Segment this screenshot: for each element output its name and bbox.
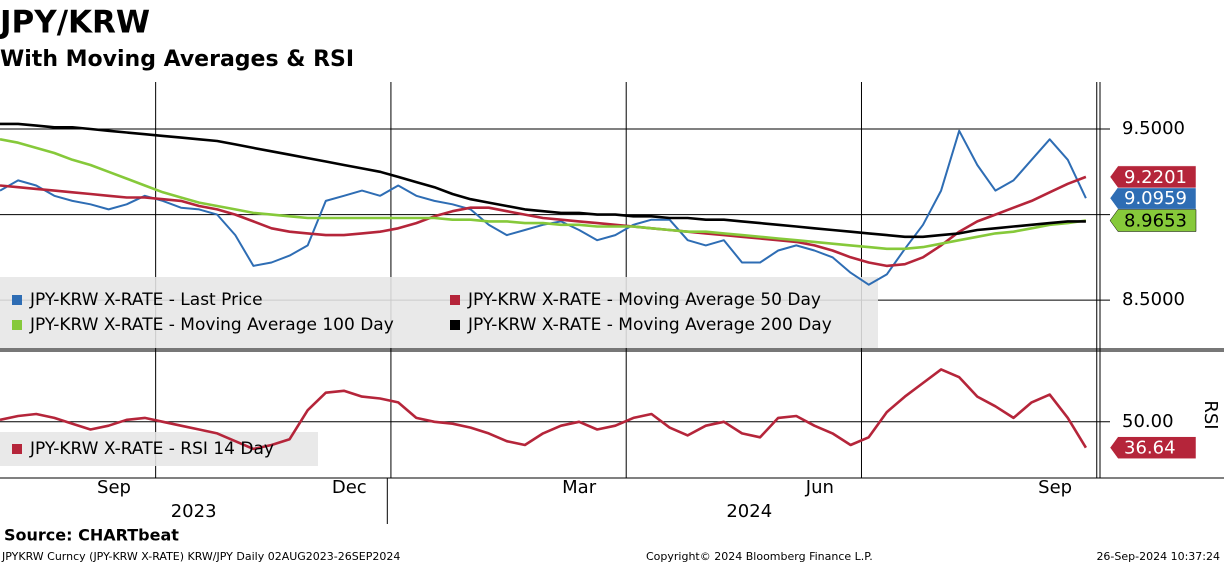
legend-swatch — [12, 320, 22, 330]
series-line — [0, 129, 1087, 286]
last-value-label: 36.64 — [1124, 438, 1176, 459]
legend-label: JPY-KRW X-RATE - Moving Average 50 Day — [467, 290, 821, 310]
series-line — [0, 368, 1088, 451]
legend-label: JPY-KRW X-RATE - RSI 14 Day — [29, 439, 274, 459]
last-value-tag — [1109, 165, 1197, 189]
chart-title: JPY/KRW — [0, 5, 150, 41]
legend-swatch — [450, 295, 460, 305]
legend-box — [0, 432, 318, 466]
last-value-tag — [1109, 209, 1197, 232]
series-line — [0, 122, 1086, 239]
x-tick-label: Jun — [805, 477, 834, 498]
year-label: 2023 — [171, 501, 217, 522]
x-tick-label: Sep — [1038, 477, 1072, 498]
legend-swatch — [12, 444, 22, 454]
legend-label: JPY-KRW X-RATE - Moving Average 200 Day — [467, 315, 832, 335]
source: Source: CHARTbeat — [4, 526, 179, 545]
footer-copyright: Copyright© 2024 Bloomberg Finance L.P. — [646, 550, 873, 563]
legend-swatch — [12, 295, 22, 305]
y-tick-label: 50.00 — [1122, 411, 1174, 432]
panel-separator — [0, 348, 1224, 352]
x-tick-label: Sep — [97, 477, 131, 498]
x-tick-label: Mar — [562, 477, 597, 498]
chart-subtitle: With Moving Averages & RSI — [0, 47, 354, 72]
y-tick-label: 9.5000 — [1122, 118, 1185, 139]
legend-label: JPY-KRW X-RATE - Last Price — [29, 290, 263, 310]
last-value-tag — [1109, 186, 1197, 210]
last-value-label: 9.2201 — [1124, 167, 1187, 188]
footer-info: JPYKRW Curncy (JPY-KRW X-RATE) KRW/JPY D… — [1, 550, 400, 563]
y-axis-label: RSI — [1200, 400, 1221, 429]
last-value-label: 8.9653 — [1124, 211, 1187, 232]
year-label: 2024 — [726, 501, 772, 522]
footer-timestamp: 26-Sep-2024 10:37:24 — [1096, 550, 1220, 563]
x-tick-label: Dec — [332, 477, 367, 498]
last-value-tag — [1109, 436, 1197, 459]
last-value-label: 9.0959 — [1124, 188, 1187, 209]
legend-box — [0, 277, 878, 348]
series-line — [0, 175, 1087, 268]
legend-swatch — [450, 320, 460, 330]
y-tick-label: 8.5000 — [1122, 289, 1185, 310]
legend-label: JPY-KRW X-RATE - Moving Average 100 Day — [29, 315, 394, 335]
series-line — [0, 138, 1087, 251]
